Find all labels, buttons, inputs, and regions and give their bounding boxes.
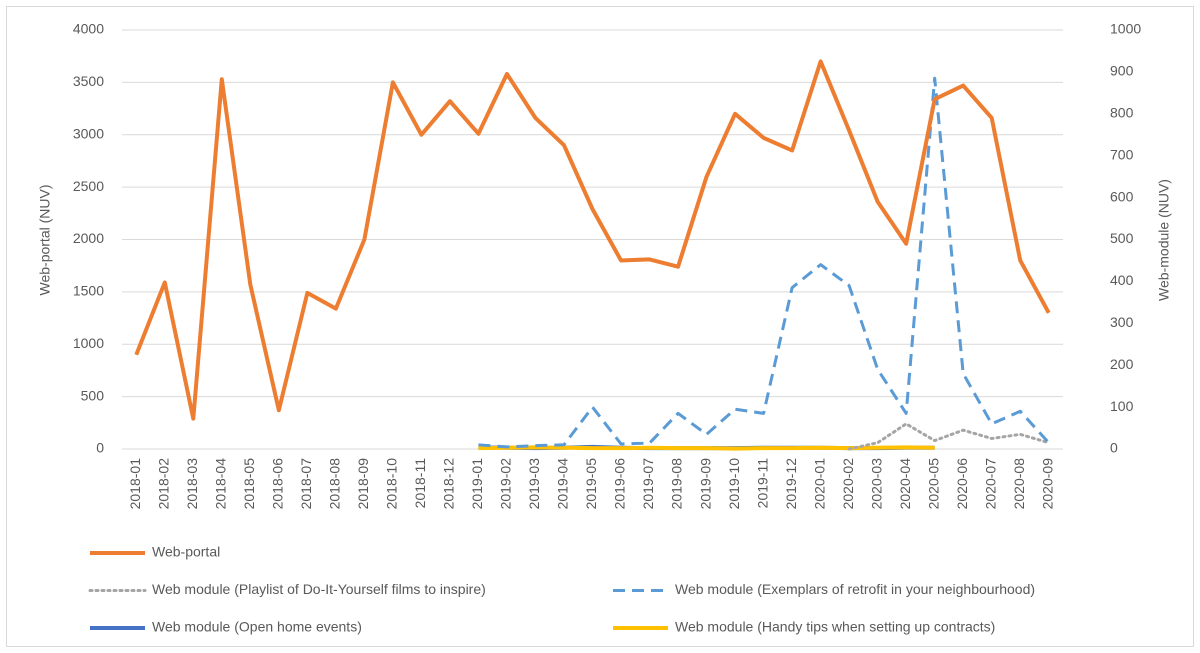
y-tick-label: 0: [96, 440, 104, 456]
x-tick-label: 2019-07: [640, 458, 656, 510]
y2-tick-label: 400: [1110, 272, 1134, 288]
y-tick-label: 3000: [73, 125, 104, 141]
x-tick-label: 2018-08: [327, 458, 343, 510]
x-tick-label: 2018-04: [213, 458, 229, 510]
legend-label: Web module (Handy tips when setting up c…: [675, 619, 995, 635]
x-tick-label: 2020-04: [897, 458, 913, 510]
y2-tick-label: 700: [1110, 146, 1134, 162]
y-tick-label: 500: [81, 387, 105, 403]
x-tick-label: 2019-11: [754, 458, 770, 509]
y2-tick-label: 800: [1110, 105, 1134, 121]
y-axis-title: Web-portal (NUV): [37, 185, 53, 296]
y2-axis-title: Web-module (NUV): [1156, 179, 1172, 301]
x-tick-label: 2018-09: [355, 458, 371, 510]
y2-tick-label: 300: [1110, 314, 1134, 330]
x-tick-label: 2020-03: [868, 458, 884, 510]
x-tick-label: 2019-02: [498, 458, 514, 510]
x-tick-label: 2019-01: [469, 458, 485, 510]
y-tick-label: 2000: [73, 230, 104, 246]
y2-tick-label: 900: [1110, 63, 1134, 79]
x-tick-label: 2018-06: [270, 458, 286, 510]
y2-tick-label: 200: [1110, 356, 1134, 372]
x-tick-label: 2020-08: [1011, 458, 1027, 510]
x-tick-label: 2018-10: [384, 458, 400, 510]
series-line: [478, 445, 935, 451]
x-tick-label: 2019-10: [726, 458, 742, 510]
x-tick-label: 2019-08: [669, 458, 685, 510]
x-tick-label: 2019-04: [555, 458, 571, 510]
y2-tick-label: 0: [1110, 440, 1118, 456]
legend-label: Web module (Open home events): [152, 619, 362, 635]
y-tick-label: 1000: [73, 335, 104, 351]
chart-border: [6, 6, 1194, 647]
y2-tick-label: 600: [1110, 188, 1134, 204]
legend-label: Web-portal: [152, 544, 220, 560]
x-tick-label: 2018-01: [127, 458, 143, 510]
y-tick-label: 1500: [73, 283, 104, 299]
x-tick-label: 2019-12: [783, 458, 799, 510]
x-tick-label: 2018-02: [155, 458, 171, 510]
x-tick-label: 2019-06: [612, 458, 628, 510]
x-tick-label: 2020-02: [840, 458, 856, 510]
x-tick-label: 2020-01: [811, 458, 827, 510]
x-tick-label: 2020-06: [954, 458, 970, 510]
x-tick-label: 2020-07: [982, 458, 998, 510]
x-tick-label: 2018-05: [241, 458, 257, 510]
legend-label: Web module (Exemplars of retrofit in you…: [675, 581, 1035, 597]
x-tick-label: 2019-05: [583, 458, 599, 510]
x-tick-label: 2018-07: [298, 458, 314, 510]
y-tick-label: 2500: [73, 178, 104, 194]
y2-tick-label: 100: [1110, 398, 1134, 414]
series-line: [847, 422, 1051, 451]
legend-label: Web module (Playlist of Do-It-Yourself f…: [152, 581, 486, 597]
x-tick-label: 2020-09: [1039, 458, 1055, 510]
series-line: [478, 76, 1050, 449]
y2-tick-label: 500: [1110, 230, 1134, 246]
x-tick-label: 2018-03: [184, 458, 200, 510]
series-line: [134, 59, 1051, 421]
x-tick-label: 2019-09: [697, 458, 713, 510]
y-tick-label: 4000: [73, 21, 104, 37]
x-tick-label: 2020-05: [925, 458, 941, 510]
x-tick-label: 2018-11: [412, 458, 428, 509]
y2-tick-label: 1000: [1110, 21, 1141, 37]
x-tick-label: 2018-12: [441, 458, 457, 510]
x-tick-label: 2019-03: [526, 458, 542, 510]
y-tick-label: 3500: [73, 73, 104, 89]
